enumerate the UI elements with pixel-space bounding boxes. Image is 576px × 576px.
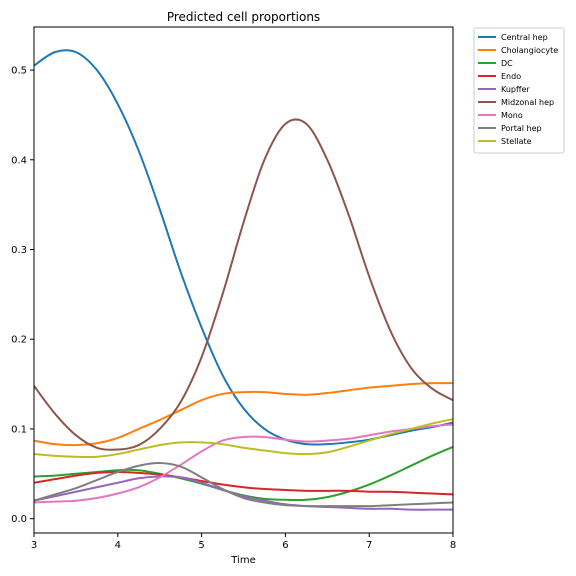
x-tick-label: 4 [115, 540, 121, 551]
y-tick-label: 0.3 [11, 245, 27, 256]
series-line-kupffer [34, 475, 453, 511]
legend-label-portal-hep: Portal hep [501, 124, 542, 133]
series-line-endo [34, 470, 453, 496]
y-tick-label: 0.4 [11, 155, 27, 166]
y-tick-label: 0.5 [11, 66, 27, 77]
x-tick-label: 8 [450, 540, 456, 551]
legend-label-dc: DC [501, 59, 513, 68]
series-line-stellate [34, 418, 453, 458]
x-tick-label: 3 [31, 540, 37, 551]
legend: Central hep Cholangiocyte DC Endo Kupffer Mid… [473, 27, 565, 154]
x-axis: 3 4 5 6 7 8 [31, 533, 456, 551]
series-layer [34, 49, 453, 511]
legend-label-midzonal-hep: Midzonal hep [501, 98, 554, 107]
legend-label-endo: Endo [501, 72, 521, 81]
legend-label-stellate: Stellate [501, 137, 532, 146]
legend-label-central-hep: Central hep [501, 33, 548, 42]
y-tick-label: 0.0 [11, 514, 27, 525]
y-tick-label: 0.1 [11, 424, 27, 435]
plot-frame [33, 26, 454, 534]
legend-label-mono: Mono [501, 111, 523, 120]
series-line-midzonal-hep [34, 118, 453, 451]
x-tick-label: 7 [366, 540, 372, 551]
y-axis: 0.0 0.1 0.2 0.3 0.4 0.5 [11, 66, 34, 525]
x-tick-label: 6 [282, 540, 288, 551]
series-line-portal-hep [34, 462, 453, 508]
series-line-mono [34, 423, 453, 504]
legend-label-cholangiocyte: Cholangiocyte [501, 46, 558, 55]
y-tick-label: 0.2 [11, 335, 27, 346]
x-axis-label: Time [230, 555, 255, 566]
x-tick-label: 5 [198, 540, 204, 551]
series-line-cholangiocyte [34, 382, 453, 447]
chart-title: Predicted cell proportions [167, 10, 320, 24]
legend-box [473, 27, 565, 154]
legend-label-kupffer: Kupffer [501, 85, 530, 94]
